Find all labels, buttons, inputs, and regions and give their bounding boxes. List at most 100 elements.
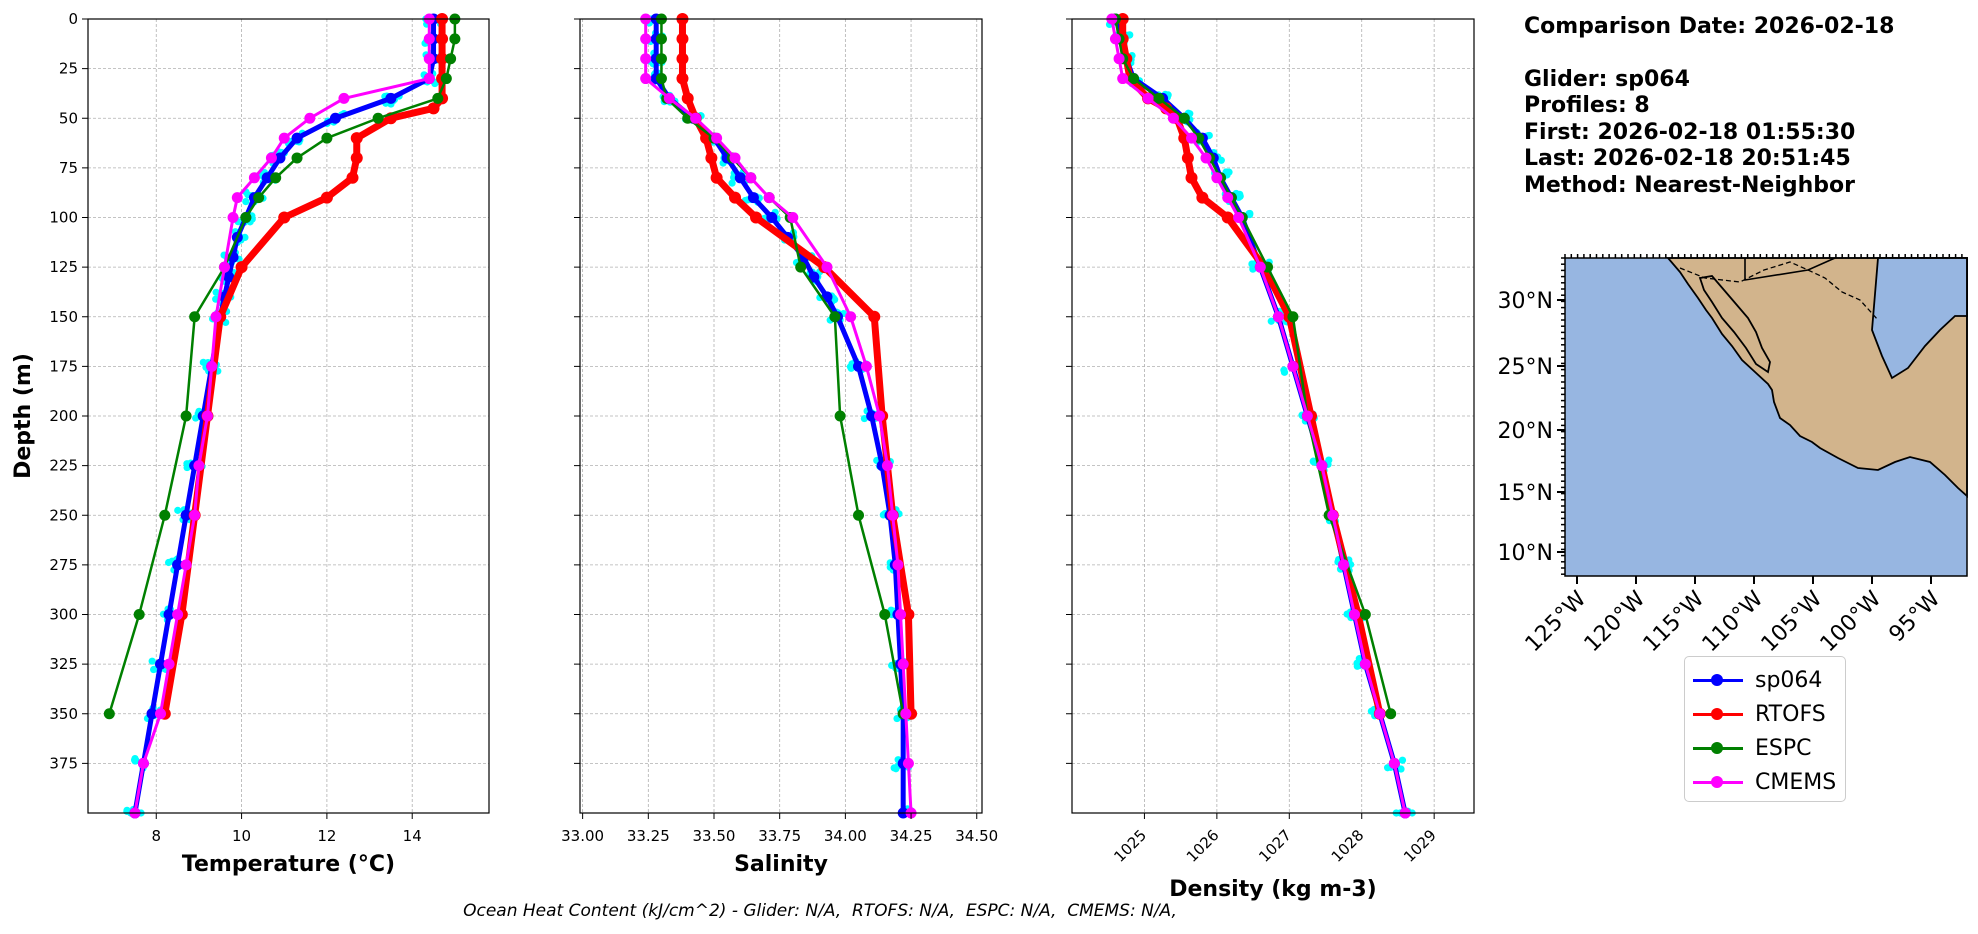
- y-tick-label: 350: [49, 705, 78, 723]
- data-point: [887, 510, 898, 521]
- legend-label: ESPC: [1755, 736, 1812, 761]
- lat-tick-label: 10°N: [1498, 541, 1553, 566]
- y-tick-label: 250: [49, 506, 78, 524]
- data-point: [853, 510, 864, 521]
- data-point: [189, 311, 200, 322]
- legend-label: CMEMS: [1755, 770, 1836, 795]
- data-point: [1338, 559, 1349, 570]
- profile-count: Profiles: 8: [1524, 93, 1894, 120]
- data-point: [240, 212, 251, 223]
- chart-salinity: 33.00 33.25 33.50 33.75 34.00 34.25 34.50Salin…: [561, 13, 998, 877]
- x-tick-label: 1029: [1400, 826, 1440, 866]
- legend-item-espc: ESPC: [1693, 733, 1812, 763]
- data-point: [253, 192, 264, 203]
- x-tick-label: 10: [232, 827, 251, 845]
- data-point: [279, 133, 290, 144]
- y-tick-label: 50: [59, 109, 78, 127]
- data-point: [640, 73, 651, 84]
- data-point: [1182, 152, 1194, 164]
- data-point: [278, 212, 290, 224]
- chart-density: 1025 1026 1027 1028 1029Density (kg m-3): [1066, 13, 1474, 902]
- data-point: [346, 172, 358, 184]
- x-tick-label: 1026: [1183, 826, 1223, 866]
- x-tick-label: 33.00: [561, 827, 604, 845]
- data-point: [266, 152, 277, 163]
- data-point: [705, 152, 717, 164]
- data-point: [656, 73, 667, 84]
- y-tick-label: 325: [49, 655, 78, 673]
- data-point: [351, 152, 363, 164]
- data-point: [1143, 93, 1154, 104]
- data-point: [172, 609, 183, 620]
- legend: sp064 RTOFS ESPC CMEMS: [1684, 656, 1846, 802]
- data-point: [1255, 262, 1266, 273]
- data-point: [656, 53, 667, 64]
- lat-tick-label: 15°N: [1498, 481, 1553, 506]
- data-point: [1302, 411, 1313, 422]
- y-tick-label: 200: [49, 407, 78, 425]
- legend-swatch: [1693, 772, 1743, 792]
- y-tick-label: 25: [59, 60, 78, 78]
- profile-point: [149, 658, 156, 665]
- legend-label: sp064: [1755, 668, 1822, 693]
- data-point: [861, 361, 872, 372]
- data-point: [432, 93, 443, 104]
- data-point: [449, 33, 460, 44]
- lon-tick-label: 110°W: [1698, 586, 1769, 657]
- data-point: [424, 53, 435, 64]
- data-point: [321, 192, 333, 204]
- data-point: [1316, 460, 1327, 471]
- data-point: [1196, 192, 1208, 204]
- data-point: [1186, 172, 1198, 184]
- data-point: [882, 460, 893, 471]
- data-point: [164, 659, 175, 670]
- data-point: [155, 708, 166, 719]
- data-point: [835, 411, 846, 422]
- lat-tick-label: 25°N: [1498, 355, 1553, 380]
- data-point: [193, 460, 204, 471]
- data-point: [1117, 73, 1128, 84]
- lon-tick-label: 100°W: [1816, 586, 1887, 657]
- data-point: [373, 113, 384, 124]
- data-point: [1327, 510, 1338, 521]
- data-point: [1233, 212, 1244, 223]
- x-tick-label: 1025: [1110, 826, 1150, 866]
- y-tick-label: 175: [49, 357, 78, 375]
- data-point: [750, 212, 762, 224]
- y-axis-label: Depth (m): [11, 353, 36, 479]
- data-point: [729, 192, 741, 204]
- data-point: [1287, 361, 1298, 372]
- profile-point: [1218, 157, 1225, 164]
- data-point: [711, 172, 723, 184]
- profile-point: [200, 359, 207, 366]
- data-point: [745, 172, 756, 183]
- x-tick-label: 1028: [1328, 826, 1368, 866]
- data-point: [868, 311, 880, 323]
- data-point: [1287, 311, 1298, 322]
- data-point: [385, 93, 396, 104]
- comparison-date: Comparison Date: 2026-02-18: [1524, 14, 1894, 41]
- x-tick-label: 34.25: [890, 827, 933, 845]
- legend-label: RTOFS: [1755, 702, 1826, 727]
- data-point: [730, 152, 741, 163]
- data-point: [845, 311, 856, 322]
- profile-point: [165, 559, 172, 566]
- data-point: [900, 708, 911, 719]
- data-point: [189, 510, 200, 521]
- x-axis-label: Salinity: [734, 852, 828, 877]
- data-point: [764, 192, 775, 203]
- x-tick-label: 14: [403, 827, 422, 845]
- series-sp064: [1110, 14, 1411, 819]
- profile-point: [174, 507, 181, 514]
- y-tick-label: 275: [49, 556, 78, 574]
- data-point: [1110, 33, 1121, 44]
- data-point: [219, 262, 230, 273]
- data-point: [795, 262, 806, 273]
- data-point: [787, 212, 798, 223]
- data-point: [1211, 172, 1222, 183]
- lat-tick-label: 30°N: [1498, 289, 1553, 314]
- data-point: [690, 113, 701, 124]
- ohc-footer: Ocean Heat Content (kJ/cm^2) - Glider: N…: [0, 901, 1640, 921]
- first-time: First: 2026-02-18 01:55:30: [1524, 120, 1894, 147]
- data-point: [748, 192, 759, 203]
